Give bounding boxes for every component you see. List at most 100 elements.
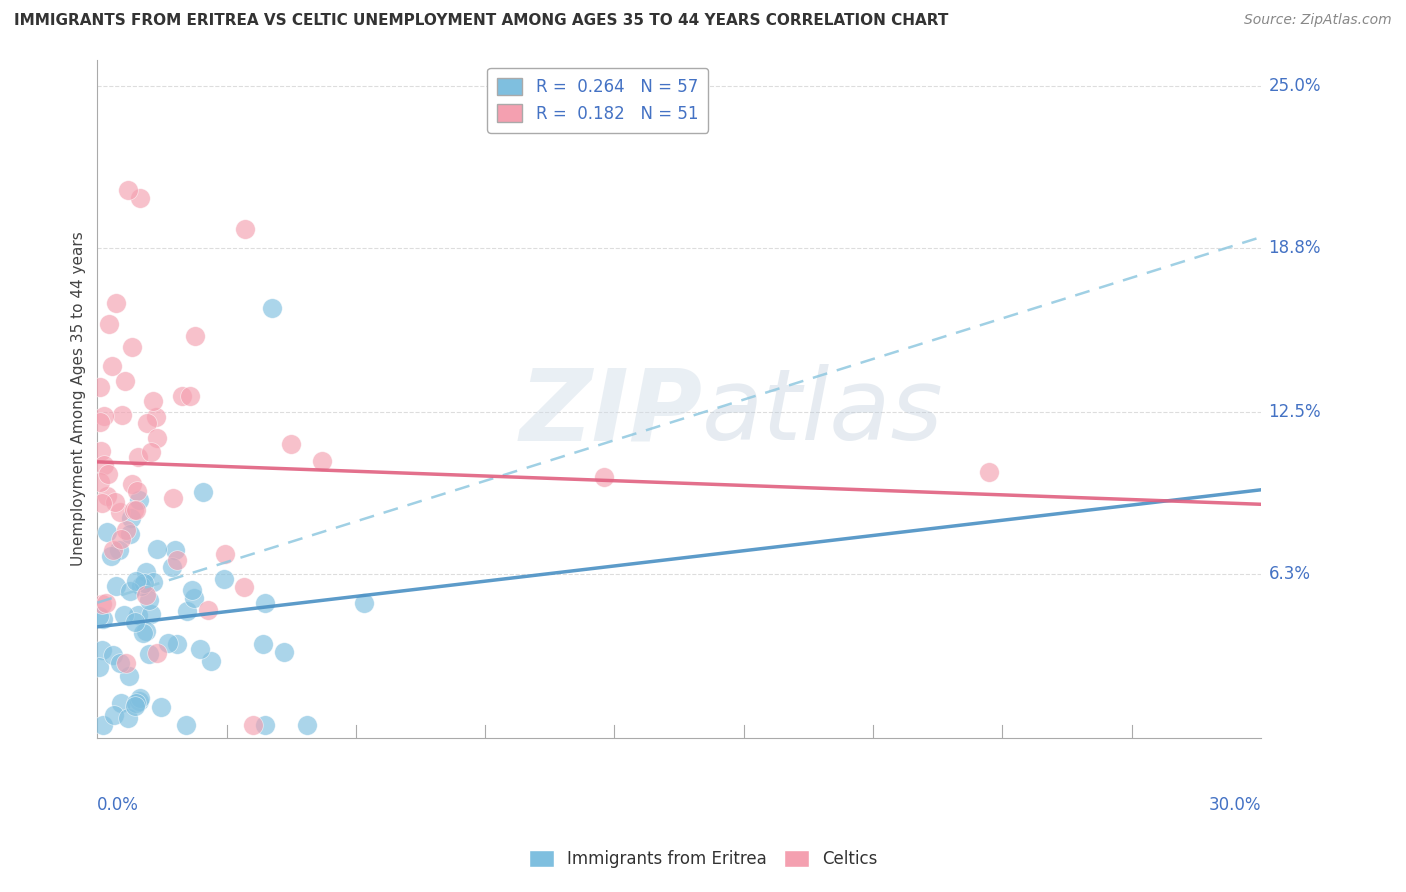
Point xyxy=(214,547,236,561)
Text: 6.3%: 6.3% xyxy=(1268,565,1310,583)
Point xyxy=(260,301,283,315)
Point xyxy=(104,494,127,508)
Point xyxy=(97,467,120,481)
Point xyxy=(114,656,136,670)
Point xyxy=(112,608,135,623)
Text: 12.5%: 12.5% xyxy=(1268,403,1322,421)
Point xyxy=(141,607,163,621)
Point xyxy=(128,191,150,205)
Point xyxy=(101,543,124,558)
Point xyxy=(146,431,169,445)
Point xyxy=(174,718,197,732)
Point xyxy=(179,389,201,403)
Point xyxy=(176,604,198,618)
Point xyxy=(125,696,148,710)
Point xyxy=(110,696,132,710)
Y-axis label: Unemployment Among Ages 35 to 44 years: Unemployment Among Ages 35 to 44 years xyxy=(72,232,86,566)
Point xyxy=(135,624,157,638)
Point xyxy=(90,597,112,611)
Point xyxy=(98,317,121,331)
Point xyxy=(100,549,122,563)
Point xyxy=(146,646,169,660)
Point xyxy=(91,718,114,732)
Point xyxy=(127,450,149,465)
Text: Source: ZipAtlas.com: Source: ZipAtlas.com xyxy=(1244,13,1392,28)
Point xyxy=(118,583,141,598)
Point xyxy=(142,574,165,589)
Point xyxy=(96,524,118,539)
Point xyxy=(163,543,186,558)
Point xyxy=(96,489,118,503)
Point xyxy=(120,511,142,525)
Point xyxy=(121,477,143,491)
Point xyxy=(254,596,277,610)
Point xyxy=(93,409,115,423)
Point xyxy=(593,470,616,484)
Point xyxy=(114,524,136,538)
Point xyxy=(127,607,149,622)
Point xyxy=(295,718,318,732)
Point xyxy=(138,593,160,607)
Point xyxy=(166,637,188,651)
Point xyxy=(117,711,139,725)
Point xyxy=(172,389,194,403)
Point xyxy=(103,648,125,663)
Point xyxy=(166,552,188,566)
Point xyxy=(127,484,149,499)
Point xyxy=(108,542,131,557)
Point xyxy=(89,380,111,394)
Point xyxy=(253,718,276,732)
Point xyxy=(353,596,375,610)
Point xyxy=(110,533,132,547)
Point xyxy=(100,359,122,373)
Point xyxy=(124,698,146,713)
Point xyxy=(197,602,219,616)
Point xyxy=(124,574,146,588)
Point xyxy=(104,579,127,593)
Point xyxy=(111,408,134,422)
Text: 25.0%: 25.0% xyxy=(1268,77,1322,95)
Legend: Immigrants from Eritrea, Celtics: Immigrants from Eritrea, Celtics xyxy=(522,843,884,875)
Point xyxy=(242,718,264,732)
Point xyxy=(145,410,167,425)
Point xyxy=(103,708,125,723)
Point xyxy=(89,475,111,489)
Point xyxy=(184,328,207,343)
Point xyxy=(108,656,131,670)
Point xyxy=(91,642,114,657)
Point xyxy=(134,576,156,591)
Point xyxy=(125,503,148,517)
Point xyxy=(118,526,141,541)
Point xyxy=(142,393,165,408)
Point xyxy=(139,445,162,459)
Point xyxy=(122,503,145,517)
Point xyxy=(90,443,112,458)
Text: IMMIGRANTS FROM ERITREA VS CELTIC UNEMPLOYMENT AMONG AGES 35 TO 44 YEARS CORRELA: IMMIGRANTS FROM ERITREA VS CELTIC UNEMPL… xyxy=(14,13,949,29)
Point xyxy=(104,296,127,310)
Legend: R =  0.264   N = 57, R =  0.182   N = 51: R = 0.264 N = 57, R = 0.182 N = 51 xyxy=(488,68,709,133)
Text: 30.0%: 30.0% xyxy=(1208,796,1261,814)
Point xyxy=(160,560,183,574)
Text: 0.0%: 0.0% xyxy=(97,796,139,814)
Point xyxy=(114,374,136,388)
Point xyxy=(89,415,111,429)
Point xyxy=(128,694,150,708)
Point xyxy=(188,642,211,657)
Point xyxy=(280,437,302,451)
Point xyxy=(96,596,118,610)
Point xyxy=(128,493,150,508)
Point xyxy=(232,580,254,594)
Point xyxy=(118,669,141,683)
Point xyxy=(311,453,333,467)
Point xyxy=(129,690,152,705)
Point xyxy=(117,183,139,197)
Point xyxy=(156,635,179,649)
Point xyxy=(180,583,202,598)
Text: ZIP: ZIP xyxy=(519,364,703,461)
Point xyxy=(162,491,184,505)
Point xyxy=(136,416,159,430)
Point xyxy=(191,485,214,500)
Point xyxy=(124,615,146,630)
Point xyxy=(200,654,222,668)
Text: 18.8%: 18.8% xyxy=(1268,238,1322,257)
